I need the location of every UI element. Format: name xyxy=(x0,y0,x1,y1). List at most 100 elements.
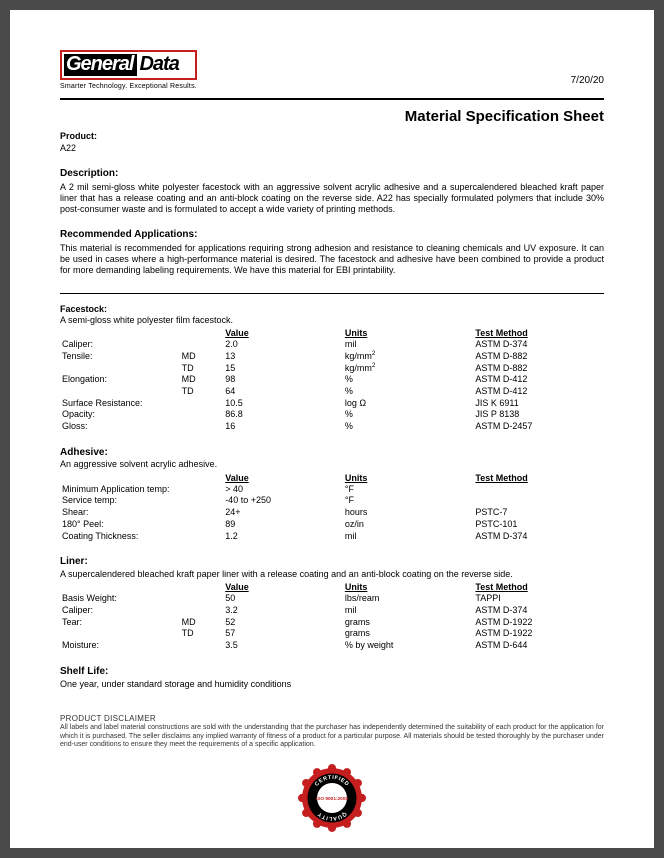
row-method: ASTM D-1922 xyxy=(473,617,604,629)
row-label: Moisture: xyxy=(60,640,180,652)
table-row: 180° Peel:89oz/inPSTC-101 xyxy=(60,519,604,531)
row-method: ASTM D-644 xyxy=(473,640,604,652)
recommended-text: This material is recommended for applica… xyxy=(60,243,604,277)
row-method: JIS P 8138 xyxy=(473,409,604,421)
row-value: 3.5 xyxy=(223,640,343,652)
row-label: Basis Weight: xyxy=(60,593,180,605)
logo-general: General xyxy=(64,54,137,76)
liner-table: Value Units Test Method Basis Weight:50l… xyxy=(60,582,604,652)
row-units: log Ω xyxy=(343,398,474,410)
row-value: 64 xyxy=(223,386,343,398)
table-row: Minimum Application temp: > 40°F xyxy=(60,484,604,496)
row-sub xyxy=(180,593,224,605)
adhesive-table: Value Units Test Method Minimum Applicat… xyxy=(60,473,604,543)
row-value: 50 xyxy=(223,593,343,605)
th-method: Test Method xyxy=(473,473,604,484)
liner-label: Liner: xyxy=(60,556,604,569)
row-units: % xyxy=(343,386,474,398)
row-value: 15 xyxy=(223,363,343,375)
facestock-rows: Caliper:2.0milASTM D-374Tensile:MD13kg/m… xyxy=(60,339,604,433)
row-value: 2.0 xyxy=(223,339,343,351)
row-units: % xyxy=(343,409,474,421)
row-units: mil xyxy=(343,605,474,617)
doc-title: Material Specification Sheet xyxy=(60,108,604,127)
row-method: ASTM D-2457 xyxy=(473,421,604,433)
row-label: Caliper: xyxy=(60,339,180,351)
row-units: °F xyxy=(343,484,474,496)
tagline: Smarter Technology. Exceptional Results. xyxy=(60,83,197,92)
row-units: kg/mm2 xyxy=(343,351,474,363)
disclaimer-text: All labels and label material constructi… xyxy=(60,724,604,749)
th-method: Test Method xyxy=(473,328,604,339)
row-units: kg/mm2 xyxy=(343,363,474,375)
th-value: Value xyxy=(223,582,343,593)
row-label xyxy=(60,363,180,375)
th-units: Units xyxy=(343,328,474,339)
table-row: Basis Weight: 50lbs/reamTAPPI xyxy=(60,593,604,605)
row-label: Minimum Application temp: xyxy=(60,484,180,496)
recommended-label: Recommended Applications: xyxy=(60,229,604,242)
row-method: ASTM D-412 xyxy=(473,386,604,398)
table-row: Service temp:-40 to +250°F xyxy=(60,495,604,507)
row-method: ASTM D-882 xyxy=(473,351,604,363)
row-sub xyxy=(180,495,224,507)
row-method: TAPPI xyxy=(473,593,604,605)
row-label: Gloss: xyxy=(60,421,180,433)
row-units: hours xyxy=(343,507,474,519)
row-label: Elongation: xyxy=(60,374,180,386)
row-value: 57 xyxy=(223,628,343,640)
th-method: Test Method xyxy=(473,582,604,593)
row-value: 3.2 xyxy=(223,605,343,617)
row-sub xyxy=(180,605,224,617)
row-units: mil xyxy=(343,339,474,351)
table-row: TD15kg/mm2ASTM D-882 xyxy=(60,363,604,375)
row-value: 52 xyxy=(223,617,343,629)
row-label: Tensile: xyxy=(60,351,180,363)
facestock-label: Facestock: xyxy=(60,304,604,315)
row-method: ASTM D-882 xyxy=(473,363,604,375)
description-text: A 2 mil semi-gloss white polyester faces… xyxy=(60,182,604,216)
row-value: 98 xyxy=(223,374,343,386)
divider xyxy=(60,98,604,100)
row-label: Shear: xyxy=(60,507,180,519)
table-row: Moisture:3.5% by weightASTM D-644 xyxy=(60,640,604,652)
row-sub xyxy=(180,409,224,421)
table-row: Caliper: 2.0milASTM D-374 xyxy=(60,339,604,351)
row-sub: TD xyxy=(180,363,224,375)
row-sub xyxy=(180,640,224,652)
row-label: Surface Resistance: xyxy=(60,398,180,410)
description-label: Description: xyxy=(60,168,604,181)
product-value: A22 xyxy=(60,143,604,154)
th-units: Units xyxy=(343,473,474,484)
row-sub: TD xyxy=(180,628,224,640)
row-value: 1.2 xyxy=(223,531,343,543)
row-value: 86.8 xyxy=(223,409,343,421)
row-sub xyxy=(180,484,224,496)
disclaimer-head: PRODUCT DISCLAIMER xyxy=(60,714,604,724)
row-value: 24+ xyxy=(223,507,343,519)
date: 7/20/20 xyxy=(571,75,604,88)
row-method: PSTC-101 xyxy=(473,519,604,531)
adhesive-label: Adhesive: xyxy=(60,447,604,460)
table-row: TD57gramsASTM D-1922 xyxy=(60,628,604,640)
table-row: Surface Resistance: 10.5log ΩJIS K 6911 xyxy=(60,398,604,410)
row-sub: TD xyxy=(180,386,224,398)
table-row: Elongation:MD98%ASTM D-412 xyxy=(60,374,604,386)
row-units: lbs/ream xyxy=(343,593,474,605)
table-row: Tear:MD52gramsASTM D-1922 xyxy=(60,617,604,629)
table-row: TD64%ASTM D-412 xyxy=(60,386,604,398)
row-value: > 40 xyxy=(223,484,343,496)
table-row: Caliper: 3.2milASTM D-374 xyxy=(60,605,604,617)
row-method: ASTM D-374 xyxy=(473,605,604,617)
row-method xyxy=(473,495,604,507)
row-method: ASTM D-374 xyxy=(473,339,604,351)
row-sub xyxy=(180,507,224,519)
row-sub xyxy=(180,519,224,531)
adhesive-rows: Minimum Application temp: > 40°FService t… xyxy=(60,484,604,542)
row-value: 13 xyxy=(223,351,343,363)
row-label xyxy=(60,386,180,398)
row-method: JIS K 6911 xyxy=(473,398,604,410)
row-label: Caliper: xyxy=(60,605,180,617)
row-value: 10.5 xyxy=(223,398,343,410)
th-value: Value xyxy=(223,473,343,484)
